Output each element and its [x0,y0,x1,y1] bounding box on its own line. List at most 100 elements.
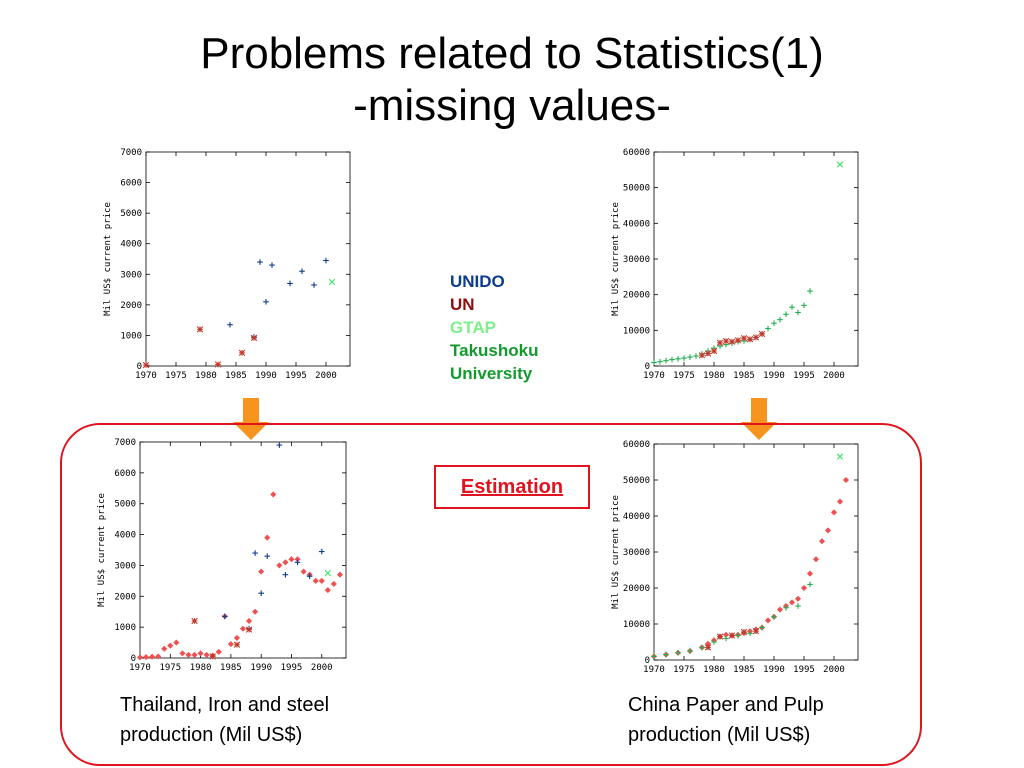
x-tick-label: 2000 [311,663,333,673]
y-tick-label: 10000 [623,620,650,630]
point-estimate [794,595,802,602]
point-un [752,628,760,635]
point-unido [269,262,275,268]
y-tick-label: 4000 [120,240,142,250]
point-takushoku [657,358,663,365]
y-tick-label: 6000 [114,469,136,479]
legend-gtap: GTAP [450,318,496,337]
point-estimate [215,648,222,655]
point-takushoku [651,653,657,660]
point-estimate [155,653,162,660]
x-tick-label: 1975 [673,665,695,675]
point-estimate [312,577,319,585]
point-unido [227,321,233,328]
point-un [698,352,706,359]
point-estimate [258,568,265,575]
point-estimate [300,568,307,575]
point-gtap [328,278,336,286]
point-estimate [179,650,186,657]
x-tick-label: 1995 [793,371,815,381]
point-takushoku [783,311,789,318]
point-estimate [824,527,832,534]
point-takushoku [693,353,699,359]
y-tick-label: 30000 [623,548,650,558]
point-un [245,626,253,633]
point-estimate [812,556,820,563]
point-takushoku [783,605,789,611]
x-tick-label: 1985 [225,371,247,381]
down-arrow-icon-right [741,398,777,440]
point-unido [276,442,283,448]
x-tick-label: 1995 [285,371,307,381]
point-takushoku [675,650,681,656]
point-estimate [282,559,289,566]
point-estimate [288,556,295,563]
x-tick-label: 1995 [281,663,303,673]
point-takushoku [807,288,813,294]
point-estimate [324,586,331,594]
point-un [728,632,736,639]
point-estimate [800,584,808,592]
point-estimate [245,617,253,625]
x-tick-label: 1980 [195,371,217,381]
point-takushoku [669,356,675,363]
x-tick-label: 1990 [255,371,277,381]
x-tick-label: 1990 [763,665,785,675]
point-takushoku [735,632,741,639]
point-estimate [142,653,150,661]
point-estimate [836,498,844,505]
y-tick-label: 30000 [623,255,650,265]
point-estimate [227,640,235,648]
y-tick-label: 6000 [120,179,142,189]
point-estimate [148,653,156,660]
x-tick-label: 1975 [165,371,187,381]
point-estimate [191,651,198,659]
point-un [250,334,258,342]
point-takushoku [723,635,729,642]
y-tick-label: 60000 [623,440,650,450]
y-tick-label: 20000 [623,584,650,594]
point-estimate [203,651,210,659]
y-tick-label: 50000 [623,476,650,486]
point-unido [318,548,325,555]
point-estimate [167,642,174,649]
point-takushoku [663,357,669,364]
point-takushoku [711,639,717,645]
plot-frame [139,441,347,659]
plot-frame [145,151,351,367]
point-un [209,653,216,660]
y-tick-label: 4000 [114,531,136,541]
y-axis-label: Mil US$ current price [103,202,113,316]
point-takushoku [801,302,807,309]
point-estimate [264,534,271,541]
y-tick-label: 2000 [120,301,142,311]
point-un [704,644,712,651]
point-takushoku [687,354,693,360]
x-tick-label: 1970 [135,371,157,381]
point-takushoku [789,304,795,310]
point-un [710,347,718,355]
point-unido [299,268,305,275]
point-takushoku [699,644,705,651]
point-takushoku [771,320,777,326]
point-estimate [276,562,283,569]
point-estimate [136,654,144,661]
point-un [238,349,246,357]
y-tick-label: 10000 [623,326,650,336]
legend-unido: UNIDO [450,272,505,291]
point-un [704,350,712,357]
point-un [142,361,150,369]
point-un [191,617,198,625]
point-takushoku [651,359,657,366]
y-tick-label: 1000 [114,623,136,633]
point-unido [263,299,269,305]
point-takushoku [765,325,771,332]
point-estimate [776,606,784,613]
plot-frame [653,151,859,367]
y-tick-label: 40000 [623,512,650,522]
y-tick-label: 40000 [623,219,650,229]
point-estimate [788,599,796,606]
source-legend: UNIDO UN GTAP Takushoku University [450,270,538,385]
point-takushoku [687,648,693,654]
point-takushoku [681,355,687,361]
